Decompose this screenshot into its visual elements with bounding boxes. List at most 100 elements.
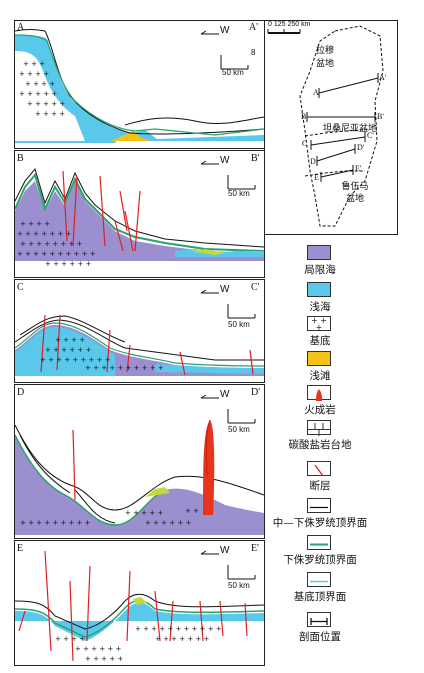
svg-text:+ + + + + +: + + + + + + <box>45 346 91 354</box>
profile-location-swatch <box>307 612 331 627</box>
basin-label: 盆地 <box>315 59 334 69</box>
scale-bar-icon <box>220 55 249 70</box>
profile-c-section: + + + + + + + + + + + + + + + + + + + + + … <box>15 314 264 376</box>
west-arrow-icon <box>200 160 219 165</box>
igneous-swatch <box>307 385 331 401</box>
scale-bar-icon <box>227 304 256 319</box>
scale-label: 50 km <box>228 581 250 590</box>
lower-jurassic-swatch <box>307 535 331 550</box>
basin-label: 盆地 <box>345 194 364 204</box>
line-icon <box>310 543 328 546</box>
map-line-label: C <box>302 139 308 148</box>
brick-icon <box>308 423 330 436</box>
basin-label: 坦桑尼亚盆地 <box>322 124 377 134</box>
map-line-label: B <box>301 112 307 121</box>
svg-text:+ + + +: + + + + <box>55 635 85 643</box>
svg-text:+ + + +: + + + + <box>25 80 55 88</box>
direction-label: W <box>220 284 230 295</box>
middle-lower-jurassic-swatch <box>307 498 331 513</box>
west-arrow-icon <box>200 394 219 399</box>
map-line-label: A <box>313 88 319 97</box>
scale-bar-icon <box>227 565 256 580</box>
profile-end-label: A' <box>249 22 259 33</box>
profile-a-section: + + + + + + + + + + + + + + + + + + + + + + … <box>15 28 264 148</box>
legend-label: 下侏罗统顶界面 <box>283 554 357 566</box>
profile-start-label: C <box>17 282 24 293</box>
svg-text:+ + + + + + +: + + + + + + + <box>17 230 72 238</box>
map-line-label: E' <box>355 164 362 173</box>
svg-text:+ + + +: + + + + <box>35 110 65 118</box>
scale-label: 50 km <box>228 425 250 434</box>
svg-text:+ + + + + +: + + + + + + <box>145 519 191 527</box>
svg-text:+ + +: + + + <box>23 60 45 68</box>
svg-text:+ + + + + + + +: + + + + + + + + <box>20 240 83 248</box>
profile-end-label: B' <box>251 153 260 164</box>
map-line-label: A' <box>379 73 387 82</box>
scale-label: 50 km <box>228 320 250 329</box>
svg-text:+ + + + + + +: + + + + + + + <box>155 635 210 643</box>
basement-swatch: + + ++ + + <box>307 316 331 331</box>
profile-b-section: + + + + + + + + + + + + + + + + + + + + + … <box>15 167 264 268</box>
map-line-label: D <box>310 157 316 166</box>
svg-text:+ + + + + + + + +: + + + + + + + + + <box>20 519 91 527</box>
fault-swatch <box>307 461 331 477</box>
scale-bar-icon <box>227 409 256 424</box>
svg-text:+ + + +: + + + + <box>20 220 50 228</box>
shoal-swatch <box>307 351 331 366</box>
svg-text:+ + + + + +: + + + + + + <box>45 260 91 268</box>
line-icon <box>310 506 328 509</box>
legend-label: 局限海 <box>304 264 336 276</box>
profile-panel-b: + + + + + + + + + + + + + + + + + + + + + … <box>14 150 265 278</box>
map-line-label: E <box>314 173 319 182</box>
svg-text:+ + + + + + + + + + +: + + + + + + + + + + + <box>135 625 222 633</box>
direction-label: W <box>220 25 230 36</box>
svg-text:+ + + +: + + + + <box>19 70 49 78</box>
direction-label: W <box>220 545 230 556</box>
fault-icon <box>314 464 324 477</box>
profile-panel-e: + + + + + + + + + + + + + + + + + + + + + … <box>14 540 265 666</box>
legend-label: 火成岩 <box>304 404 336 416</box>
svg-text:+ + + +: + + + + <box>55 336 85 344</box>
svg-text:+ + + + + + + + + +: + + + + + + + + + + <box>85 364 164 372</box>
svg-text:+ + + + + + + + +: + + + + + + + + + <box>40 356 111 364</box>
profile-end-label: C' <box>251 282 260 293</box>
svg-text:+ + + + +: + + + + + <box>19 90 57 98</box>
vertical-scale-label: 8 <box>251 48 256 57</box>
profile-start-label: D <box>17 387 25 398</box>
basin-outline-map <box>267 25 384 227</box>
west-arrow-icon <box>200 550 219 555</box>
legend-label: 基底顶界面 <box>293 591 347 603</box>
basement-top-swatch <box>307 572 331 587</box>
west-arrow-icon <box>200 289 219 294</box>
legend-label: 断层 <box>309 480 331 492</box>
legend-label: 剖面位置 <box>299 631 341 643</box>
basin-label: 鲁伍马 <box>341 182 369 192</box>
basin-label: 拉穆 <box>315 46 334 56</box>
scale-label: 50 km <box>228 189 250 198</box>
map-line-label: D' <box>357 143 365 152</box>
igneous-icon <box>316 389 322 401</box>
legend-label: 基底 <box>309 335 331 347</box>
map-scale-label: 0 125 250 km <box>268 21 311 28</box>
profile-e-section: + + + + + + + + + + + + + + + + + + + + + … <box>15 550 264 663</box>
svg-text:+ +: + + <box>185 507 199 515</box>
profile-panel-a: + + + + + + + + + + + + + + + + + + + + + + … <box>14 20 265 149</box>
profile-panel-c: + + + + + + + + + + + + + + + + + + + + + … <box>14 279 265 383</box>
location-map: 0 125 250 km 拉穆 盆地 坦桑尼亚盆地 鲁伍马 盆地 A A' B … <box>264 20 398 235</box>
restricted-sea-swatch <box>307 245 331 260</box>
scale-bar-icon <box>227 175 256 190</box>
shallow-sea-swatch <box>307 282 331 297</box>
direction-label: W <box>220 155 230 166</box>
legend-label: 浅滩 <box>309 370 331 382</box>
carbonate-swatch <box>307 420 331 436</box>
profile-d-section: + + + + + + + + + + + + + + + + + + + + + … <box>15 419 264 535</box>
svg-text:+ + + + + + + + + +: + + + + + + + + + + <box>17 250 96 258</box>
legend-label: 浅海 <box>309 301 331 313</box>
profile-start-label: A <box>17 22 25 33</box>
direction-label: W <box>220 389 230 400</box>
west-arrow-icon <box>200 30 219 35</box>
legend-label: 碳酸盐岩台地 <box>288 439 352 451</box>
svg-text:+ + + + +: + + + + + <box>85 655 123 663</box>
svg-text:+ + + + +: + + + + + <box>125 509 163 517</box>
profile-end-label: D' <box>251 387 261 398</box>
